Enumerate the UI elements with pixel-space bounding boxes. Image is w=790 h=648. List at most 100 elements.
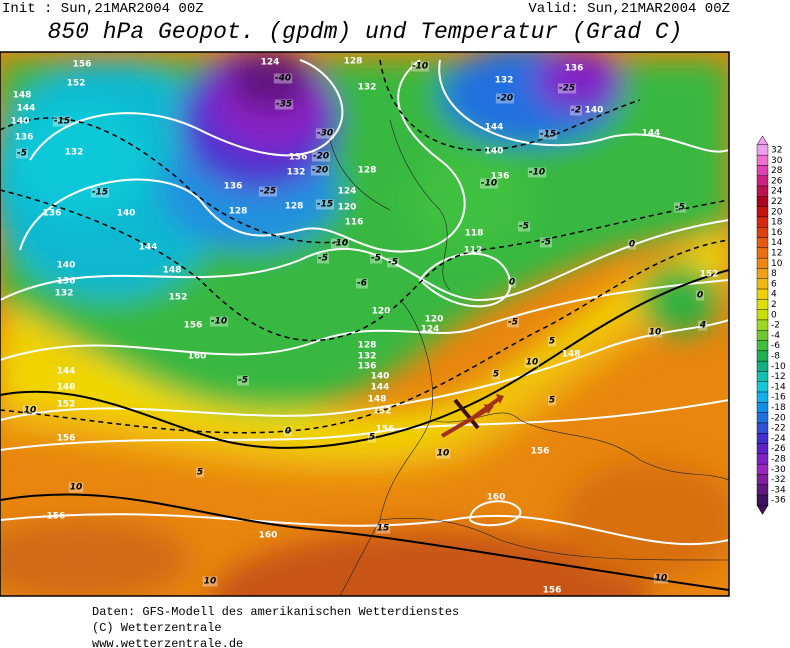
geopotential-label: 160 bbox=[487, 493, 506, 503]
colorbar-label: -22 bbox=[771, 424, 786, 434]
colorbar-swatch bbox=[756, 433, 769, 444]
colorbar-label: -16 bbox=[771, 393, 786, 403]
geopotential-label: 156 bbox=[184, 321, 203, 331]
colorbar-swatch bbox=[756, 237, 769, 249]
geopotential-label: 136 bbox=[565, 64, 584, 74]
temperature-label: -10 bbox=[412, 62, 428, 72]
colorbar-label: 20 bbox=[771, 207, 783, 217]
label-box bbox=[570, 105, 582, 116]
geopotential-label: 128 bbox=[229, 207, 248, 217]
geopotential-label: 140 bbox=[585, 106, 604, 116]
geopotential-label: 148 bbox=[57, 383, 76, 393]
geopotential-label: 132 bbox=[358, 83, 377, 93]
label-box bbox=[495, 93, 515, 104]
geopotential-label: 160 bbox=[259, 531, 278, 541]
temperature-label: -25 bbox=[559, 84, 575, 94]
geopotential-label: 120 bbox=[338, 203, 357, 213]
label-box bbox=[479, 178, 499, 189]
label-box bbox=[370, 253, 382, 264]
colorbar-label: 2 bbox=[771, 300, 777, 310]
label-box bbox=[507, 277, 517, 288]
temperature-label: -10 bbox=[481, 179, 497, 189]
temperature-label: 0 bbox=[629, 240, 635, 250]
label-box bbox=[311, 151, 331, 162]
colorbar-swatch bbox=[756, 216, 769, 228]
colorbar: 32302826242220181614121086420-2-4-6-8-10… bbox=[756, 135, 786, 515]
colorbar-swatch bbox=[756, 175, 769, 187]
geopotential-label: 144 bbox=[642, 129, 661, 139]
colorbar-label: -32 bbox=[771, 475, 786, 485]
temperature-label: -6 bbox=[357, 279, 367, 289]
colorbar-swatch bbox=[756, 309, 769, 321]
colorbar-swatch bbox=[756, 330, 769, 341]
geopotential-label: 128 bbox=[358, 341, 377, 351]
geopotential-label: 132 bbox=[55, 289, 74, 299]
colorbar-bottom-arrow bbox=[756, 505, 769, 515]
colorbar-label: -20 bbox=[771, 413, 786, 423]
geopotential-label: 132 bbox=[358, 352, 377, 362]
label-box bbox=[90, 187, 110, 198]
temperature-label: -5 bbox=[675, 203, 685, 213]
geopotential-label: 136 bbox=[358, 362, 377, 372]
coastlines bbox=[329, 119, 729, 596]
colorbar-swatch bbox=[756, 257, 769, 269]
geopotential-label: 140 bbox=[117, 209, 136, 219]
colorbar-label: -36 bbox=[771, 496, 786, 506]
temperature-label: -2 bbox=[571, 106, 581, 116]
temperature-label: -40 bbox=[275, 74, 291, 84]
colorbar-label: -24 bbox=[771, 434, 786, 444]
colorbar-label: -4 bbox=[771, 331, 780, 341]
temperature-label: 5 bbox=[549, 337, 555, 347]
temperature-label: 0 bbox=[285, 427, 291, 437]
geopotential-contours bbox=[0, 59, 729, 546]
geopotential-label: 136 bbox=[43, 209, 62, 219]
geopotential-label: 132 bbox=[65, 148, 84, 158]
colorbar-swatch bbox=[756, 299, 769, 310]
temperature-label: -5 bbox=[371, 254, 381, 264]
colorbar-label: -34 bbox=[771, 485, 786, 495]
temperature-label: 10 bbox=[649, 328, 662, 338]
temperature-label: 0 bbox=[509, 278, 515, 288]
temperature-label: 5 bbox=[549, 396, 555, 406]
temperature-label: -35 bbox=[276, 100, 292, 110]
temperature-label: -5 bbox=[519, 222, 529, 232]
label-box bbox=[527, 167, 547, 178]
temperature-label: -5 bbox=[318, 254, 328, 264]
colorbar-label: 8 bbox=[771, 269, 777, 279]
geopotential-label: 144 bbox=[17, 104, 36, 114]
temperature-label: 10 bbox=[437, 449, 450, 459]
geopotential-label: 152 bbox=[169, 293, 188, 303]
colorbar-swatch bbox=[756, 185, 769, 197]
colorbar-swatch bbox=[756, 371, 769, 382]
geopotential-label: 144 bbox=[139, 243, 158, 253]
geopotential-label: 120 bbox=[425, 315, 444, 325]
temperature-label: -10 bbox=[332, 239, 348, 249]
colorbar-label: 24 bbox=[771, 187, 783, 197]
label-box bbox=[557, 83, 577, 94]
geopotential-label: 136 bbox=[15, 133, 34, 143]
geopotential-label: 156 bbox=[543, 586, 562, 596]
label-box bbox=[435, 448, 451, 459]
temperature-label: 10 bbox=[526, 358, 539, 368]
temperature-label: 15 bbox=[377, 524, 390, 534]
temperature-label: -25 bbox=[260, 187, 276, 197]
colorbar-swatch bbox=[756, 381, 769, 393]
geopotential-label: 140 bbox=[371, 372, 390, 382]
temperature-contours bbox=[0, 59, 729, 434]
colorbar-swatch bbox=[756, 268, 769, 279]
geopotential-label: 136 bbox=[224, 182, 243, 192]
label-box bbox=[315, 199, 335, 210]
colorbar-swatch bbox=[756, 453, 769, 465]
colorbar-label: -10 bbox=[771, 362, 786, 372]
temperature-label: 10 bbox=[70, 483, 83, 493]
geopotential-label: 144 bbox=[485, 123, 504, 133]
colorbar-swatch bbox=[756, 484, 769, 496]
footer-url: www.wetterzentrale.de bbox=[92, 637, 243, 648]
geopotential-label: 156 bbox=[531, 447, 550, 457]
label-box bbox=[627, 239, 637, 250]
label-box bbox=[538, 129, 558, 140]
geopotential-label: 148 bbox=[13, 91, 32, 101]
geopotential-label: 118 bbox=[465, 229, 484, 239]
colorbar-swatch bbox=[756, 247, 769, 259]
